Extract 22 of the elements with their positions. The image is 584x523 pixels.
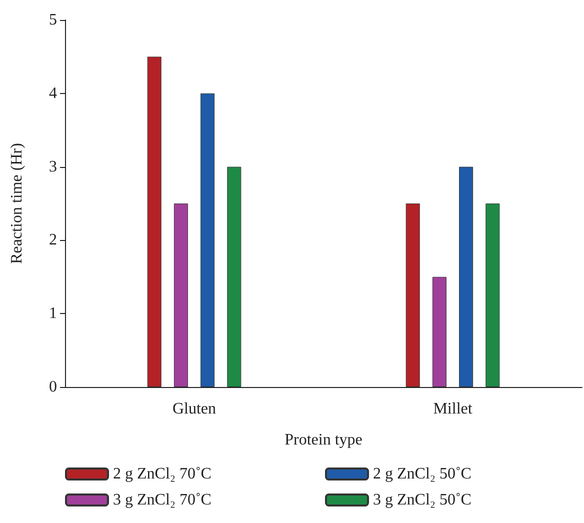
bar [459, 166, 474, 387]
bar [200, 93, 215, 387]
y-tick-label: 5 [49, 12, 57, 28]
y-tick-label: 4 [49, 84, 57, 102]
legend-label: 2 g ZnCl₂ 50˚C [373, 466, 472, 482]
x-tick-label: Gluten [172, 400, 216, 418]
legend-label: 2 g ZnCl₂ 70˚C [113, 466, 212, 482]
bar [227, 166, 242, 387]
y-axis-title: Reaction time (Hr) [8, 143, 26, 264]
y-tick-label: 1 [49, 305, 57, 322]
x-tick-label: Millet [433, 400, 473, 418]
y-tick-label: 0 [49, 378, 57, 396]
bar [147, 56, 162, 387]
legend-label: 3 g ZnCl₂ 50˚C [373, 492, 472, 508]
y-tick-label: 3 [49, 158, 57, 176]
bar [486, 204, 500, 387]
x-axis-title: Protein type [284, 432, 362, 448]
bar [432, 276, 446, 387]
bar [174, 204, 188, 387]
y-tick-label: 2 [49, 232, 57, 249]
bar [406, 204, 420, 387]
legend-label: 3 g ZnCl₂ 70˚C [113, 492, 212, 508]
